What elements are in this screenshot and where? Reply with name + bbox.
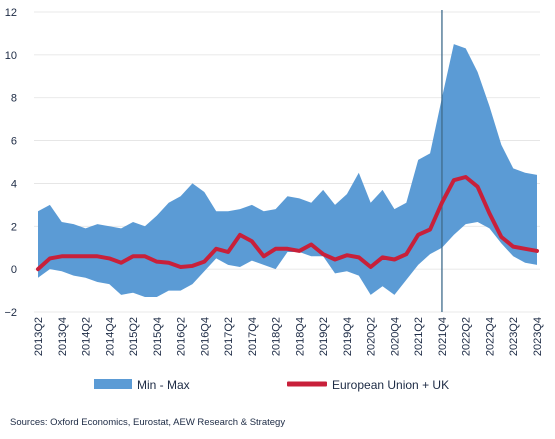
x-tick-label: 2019Q2: [318, 317, 330, 356]
y-tick-label: 12: [5, 7, 17, 19]
x-tick-label: 2014Q4: [104, 317, 116, 356]
y-tick-label: 2: [11, 221, 17, 233]
eu-uk-series-line: [36, 175, 539, 272]
min-max-area: [38, 44, 537, 297]
x-tick-label: 2016Q4: [199, 317, 211, 356]
x-tick-label: 2017Q2: [223, 317, 235, 356]
y-axis-tick-labels: −2 0 2 4 6 8 10 12: [4, 7, 17, 319]
x-tick-label: 2020Q4: [389, 317, 401, 356]
x-tick-label: 2019Q4: [342, 317, 354, 356]
x-tick-label: 2021Q4: [437, 317, 449, 356]
x-tick-label: 2013Q4: [57, 317, 69, 356]
y-tick-label: 4: [11, 178, 17, 190]
x-tick-label: 2015Q4: [152, 317, 164, 356]
y-tick-label: 8: [11, 93, 17, 105]
x-tick-label: 2023Q2: [508, 317, 520, 356]
legend-swatch-eu-uk: [287, 381, 327, 387]
x-tick-label: 2023Q4: [532, 317, 544, 356]
x-tick-label: 2022Q2: [461, 317, 473, 356]
legend-label-min-max: Min - Max: [137, 378, 190, 392]
x-tick-label: 2017Q4: [247, 317, 259, 356]
x-tick-label: 2021Q2: [413, 317, 425, 356]
x-tick-label: 2020Q2: [366, 317, 378, 356]
source-note: Sources: Oxford Economics, Eurostat, AEW…: [10, 417, 286, 428]
x-tick-label: 2018Q2: [271, 317, 283, 356]
x-tick-label: 2016Q2: [176, 317, 188, 356]
legend-label-eu-uk: European Union + UK: [332, 378, 449, 392]
x-tick-label: 2015Q2: [128, 317, 140, 356]
eu-uk-line: [36, 175, 539, 272]
legend: Min - Max European Union + UK: [94, 378, 449, 392]
x-axis-tick-labels: 2013Q2 2013Q4 2014Q2 2014Q4 2015Q2 2015Q4 2016…: [33, 317, 544, 356]
x-tick-label: 2018Q4: [294, 317, 306, 356]
y-tick-label: −2: [4, 307, 17, 319]
y-tick-label: 0: [11, 264, 17, 276]
x-tick-label: 2014Q2: [81, 317, 93, 356]
legend-swatch-min-max: [94, 379, 132, 389]
min-max-band: [38, 44, 537, 297]
y-tick-label: 10: [5, 50, 17, 62]
x-tick-label: 2022Q4: [484, 317, 496, 356]
x-tick-label: 2013Q2: [33, 317, 45, 356]
y-tick-label: 6: [11, 136, 17, 148]
